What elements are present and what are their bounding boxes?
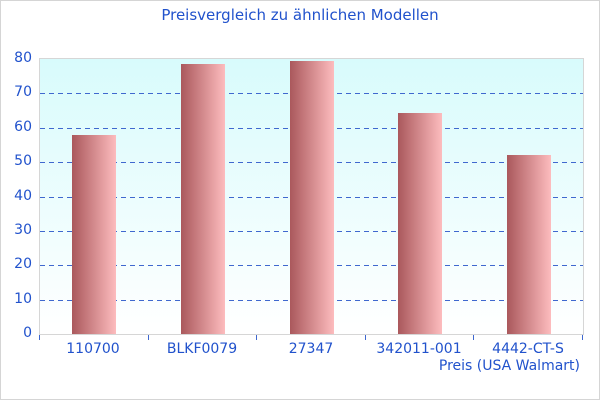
plot-area: [39, 58, 584, 335]
bar-BLKF0079: [181, 64, 225, 334]
y-axis-label-40: 40: [14, 188, 32, 204]
bar-342011-001: [398, 113, 442, 334]
y-axis-label-10: 10: [14, 291, 32, 307]
x-axis-tick: [39, 335, 40, 340]
x-axis-label-342011-001: 342011-001: [376, 341, 462, 357]
chart-title: Preisvergleich zu ähnlichen Modellen: [161, 6, 439, 24]
bar-110700: [72, 135, 116, 334]
bar-27347: [290, 61, 334, 334]
y-axis-label-30: 30: [14, 222, 32, 238]
x-axis-tick: [256, 335, 257, 340]
y-axis-label-60: 60: [14, 119, 32, 135]
y-axis-label-80: 80: [14, 50, 32, 66]
x-axis-tick: [148, 335, 149, 340]
y-axis-label-70: 70: [14, 84, 32, 100]
x-axis-label-27347: 27347: [288, 341, 334, 357]
bar-4442-CT-S: [507, 155, 551, 334]
x-axis-tick: [473, 335, 474, 340]
x-axis-tick: [582, 335, 583, 340]
x-axis-title: Preis (USA Walmart): [438, 358, 580, 374]
x-axis-label-110700: 110700: [66, 341, 120, 357]
y-axis-label-0: 0: [23, 325, 32, 341]
x-axis-tick: [365, 335, 366, 340]
y-axis-label-50: 50: [14, 153, 32, 169]
y-axis-label-20: 20: [14, 256, 32, 272]
x-axis-label-4442-CT-S: 4442-CT-S: [492, 341, 564, 357]
x-axis-label-BLKF0079: BLKF0079: [166, 341, 238, 357]
